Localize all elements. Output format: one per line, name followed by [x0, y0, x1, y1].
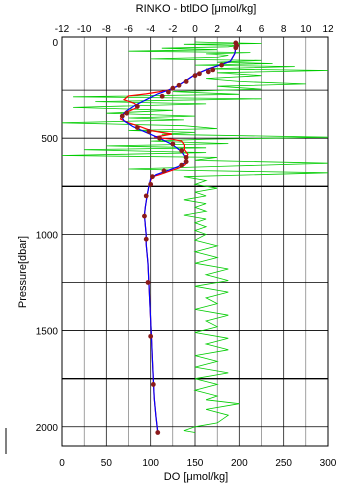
y-tick-label: 500: [41, 134, 58, 145]
bottle-do-point: [233, 45, 239, 51]
bottle-do-point: [119, 113, 125, 119]
bottom-tick-label: 0: [59, 458, 65, 469]
top-tick-label: -12: [55, 24, 70, 35]
bottom-tick-label: 300: [320, 458, 337, 469]
difference-line: [61, 41, 329, 433]
top-tick-label: 8: [281, 24, 287, 35]
bottle-do-point: [183, 155, 189, 160]
fitted-profile-line: [120, 42, 237, 433]
top-tick-label: -10: [77, 24, 92, 35]
bottle-do-point: [197, 71, 202, 77]
bottle-do-point: [148, 181, 154, 187]
y-axis-label: Pressure[dbar]: [17, 236, 29, 308]
bottle-do-point: [183, 79, 189, 84]
bottle-do-point: [143, 193, 149, 199]
top-tick-label: -2: [168, 24, 177, 35]
top-tick-label: 6: [259, 24, 265, 35]
y-tick-label: 2000: [36, 423, 59, 434]
x-axis-label: DO [μmol/kg]: [164, 471, 228, 483]
bottle-do-point: [179, 162, 185, 168]
top-tick-label: 4: [237, 24, 243, 35]
bottom-tick-label: 200: [231, 458, 248, 469]
bottom-tick-label: 100: [142, 458, 159, 469]
bottle-do-point: [145, 280, 151, 285]
bottle-do-point: [161, 168, 167, 174]
y-axis-ticks: 0 500 1000 1500 2000: [36, 38, 59, 434]
bottle-do-point: [157, 135, 162, 141]
bottle-do-point: [150, 174, 155, 180]
bottle-do-point: [155, 430, 161, 435]
y-tick-label: 0: [52, 38, 58, 49]
plot-frame: [61, 36, 329, 447]
bottom-axis-ticks: 0 50 100 150 200 250 300: [59, 458, 337, 469]
bottle-do-point: [192, 73, 198, 79]
bottom-tick-label: 250: [275, 458, 292, 469]
top-tick-label: 2: [214, 24, 220, 35]
bottle-do-point: [219, 62, 225, 68]
top-tick-label: 10: [300, 24, 312, 35]
bottle-do-point: [166, 89, 171, 95]
bottle-do-point: [124, 110, 130, 116]
bottle-do-point: [159, 93, 165, 99]
y-tick-label: 1000: [36, 230, 59, 241]
bottle-do-point: [170, 141, 176, 147]
top-tick-label: -6: [124, 24, 133, 35]
bottle-do-point: [176, 82, 182, 88]
rinko-profile-line: [119, 42, 237, 433]
bottle-do-point: [134, 104, 140, 109]
top-axis-ticks: -12 -10 -8 -6 -4 -2 0 2 4 6 8 10 12: [55, 24, 334, 35]
bottle-do-point: [205, 69, 211, 75]
bottle-do-point: [179, 148, 185, 154]
bottle-do-point: [148, 333, 154, 339]
series-layer: [61, 40, 329, 435]
bottle-do-point: [143, 236, 149, 242]
bottle-do-point: [150, 382, 156, 387]
bottom-tick-label: 50: [101, 458, 113, 469]
bottle-do-point: [170, 85, 176, 91]
bottle-do-point: [134, 125, 140, 131]
bottle-do-point: [210, 67, 216, 73]
bottle-do-point: [146, 129, 152, 134]
bottle-do-point: [142, 213, 147, 219]
top-tick-label: -8: [102, 24, 111, 35]
top-tick-label: 12: [322, 24, 334, 35]
y-tick-label: 1500: [36, 327, 59, 338]
chart-title: RINKO - btlDO [μmol/kg]: [136, 3, 257, 15]
bottom-tick-label: 150: [187, 458, 204, 469]
bottle-do-point: [183, 159, 189, 165]
top-tick-label: -4: [146, 24, 155, 35]
top-tick-label: 0: [192, 24, 198, 35]
